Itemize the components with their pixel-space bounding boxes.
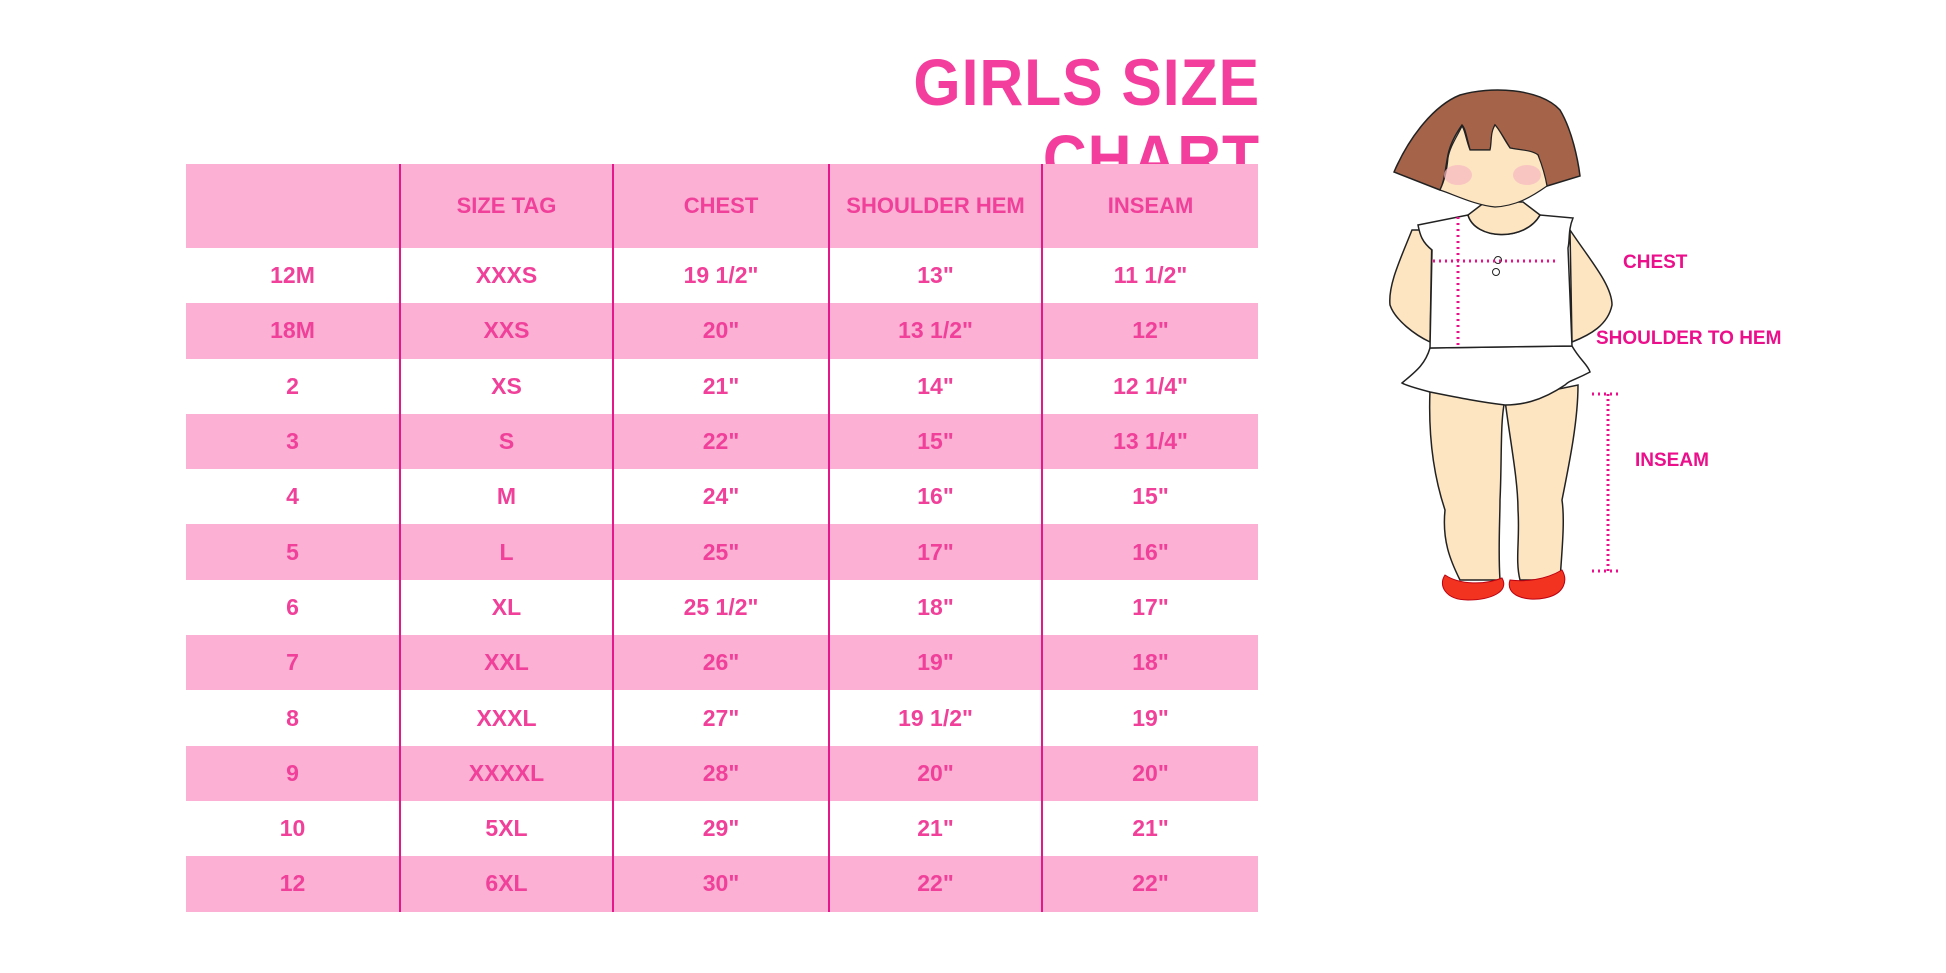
table-cell: 10: [279, 815, 306, 842]
table-cell: XXL: [399, 635, 613, 691]
table-cell: XL: [399, 579, 613, 636]
column-header: INSEAM: [1041, 164, 1258, 248]
table-cell: 25 1/2": [612, 579, 829, 636]
table-row: 10 5XL 29" 21" 21": [186, 800, 1258, 857]
table-cell: 20": [1041, 745, 1258, 801]
table-cell: 4: [286, 483, 299, 510]
table-cell: 21": [1041, 800, 1258, 857]
table-row: 12M XXXS 19 1/2" 13" 11 1/2": [186, 248, 1258, 304]
table-row: 5 L 25" 17" 16": [186, 524, 1258, 580]
table-row: 9 XXXXL 28" 20" 20": [186, 745, 1258, 801]
table-header-row: SIZE TAG CHEST SHOULDER HEM INSEAM: [186, 164, 1258, 248]
left-arm: [1389, 229, 1433, 344]
table-cell: M: [399, 469, 613, 525]
table-cell: 12M: [270, 262, 315, 289]
size-table: SIZE TAG CHEST SHOULDER HEM INSEAM 12M XXXS 1…: [186, 164, 1258, 912]
table-cell: 12": [1041, 303, 1258, 359]
table-cell: 12 1/4": [1041, 358, 1258, 414]
chest-label: CHEST: [1623, 252, 1688, 273]
table-row: 2 XS 21" 14" 12 1/4": [186, 358, 1258, 414]
table-cell: 15": [828, 413, 1042, 470]
left-shoe: [1441, 574, 1505, 601]
table-cell: 20": [612, 303, 829, 359]
table-cell: 18": [1041, 635, 1258, 691]
column-header: SIZE TAG: [399, 164, 613, 248]
table-cell: 13 1/4": [1041, 413, 1258, 470]
column-header: [186, 164, 400, 248]
table-cell: 19 1/2": [828, 690, 1042, 746]
table-cell: XXXS: [399, 248, 613, 304]
table-cell: 29": [612, 800, 829, 857]
right-leg: [1504, 384, 1579, 581]
table-cell: 6XL: [399, 856, 613, 912]
table-cell: XXXL: [399, 690, 613, 746]
table-cell: 30": [612, 856, 829, 912]
table-cell: 21": [612, 358, 829, 414]
table-cell: 17": [828, 524, 1042, 580]
table-cell: 13 1/2": [828, 303, 1042, 359]
table-row: 8 XXXL 27" 19 1/2" 19": [186, 690, 1258, 746]
table-cell: 28": [612, 745, 829, 801]
table-cell: 7: [186, 635, 400, 691]
table-row: 3 S 22" 15" 13 1/4": [186, 413, 1258, 470]
neck: [1467, 201, 1541, 236]
table-cell: 18M: [186, 303, 400, 359]
table-cell: 27": [612, 690, 829, 746]
skirt: [1400, 345, 1591, 406]
table-cell: 14": [828, 358, 1042, 414]
table-cell: 25": [612, 524, 829, 580]
table-cell: 22": [1041, 856, 1258, 912]
table-cell: 6: [286, 593, 299, 620]
table-cell: S: [399, 413, 613, 470]
table-cell: L: [399, 524, 613, 580]
table-row: 4 M 24" 16" 15": [186, 469, 1258, 525]
left-leg: [1428, 389, 1506, 581]
table-cell: 5XL: [399, 800, 613, 857]
table-row: 12 6XL 30" 22" 22": [186, 856, 1258, 912]
table-cell: 3: [186, 413, 400, 470]
table-row: 6 XL 25 1/2" 18" 17": [186, 579, 1258, 636]
shoulder-to-hem-label: SHOULDER TO HEM: [1596, 328, 1781, 349]
table-cell: 16": [1041, 524, 1258, 580]
column-header: CHEST: [612, 164, 829, 248]
table-row: 7 XXL 26" 19" 18": [186, 635, 1258, 691]
inseam-label: INSEAM: [1635, 450, 1709, 471]
table-row: 18M XXS 20" 13 1/2" 12": [186, 303, 1258, 359]
page-title: GIRLS SIZE CHART: [913, 45, 1260, 195]
child-measurement-illustration: CHEST SHOULDER TO HEM INSEAM: [1389, 89, 1781, 601]
table-cell: 24": [612, 469, 829, 525]
table-cell: 26": [612, 635, 829, 691]
table-cell: 16": [828, 469, 1042, 525]
table-cell: XS: [399, 358, 613, 414]
table-cell: 17": [1041, 579, 1258, 636]
table-cell: 9: [186, 745, 400, 801]
table-cell: 11 1/2": [1041, 248, 1258, 304]
table-cell: 5: [186, 524, 400, 580]
table-cell: 22": [828, 856, 1042, 912]
column-header: SHOULDER HEM: [828, 164, 1042, 248]
table-cell: 19": [1041, 690, 1258, 746]
table-cell: XXXXL: [399, 745, 613, 801]
table-cell: XXS: [399, 303, 613, 359]
right-arm: [1569, 227, 1613, 344]
table-cell: 13": [828, 248, 1042, 304]
table-cell: 19 1/2": [612, 248, 829, 304]
table-cell: 8: [286, 704, 299, 731]
table-cell: 2: [286, 372, 299, 399]
right-shoe: [1508, 569, 1566, 600]
shirt: [1417, 214, 1575, 349]
table-cell: 20": [828, 745, 1042, 801]
table-cell: 15": [1041, 469, 1258, 525]
table-cell: 18": [828, 579, 1042, 636]
table-cell: 19": [828, 635, 1042, 691]
table-cell: 12: [186, 856, 400, 912]
table-cell: 22": [612, 413, 829, 470]
face: [1439, 124, 1548, 208]
table-cell: 21": [828, 800, 1042, 857]
